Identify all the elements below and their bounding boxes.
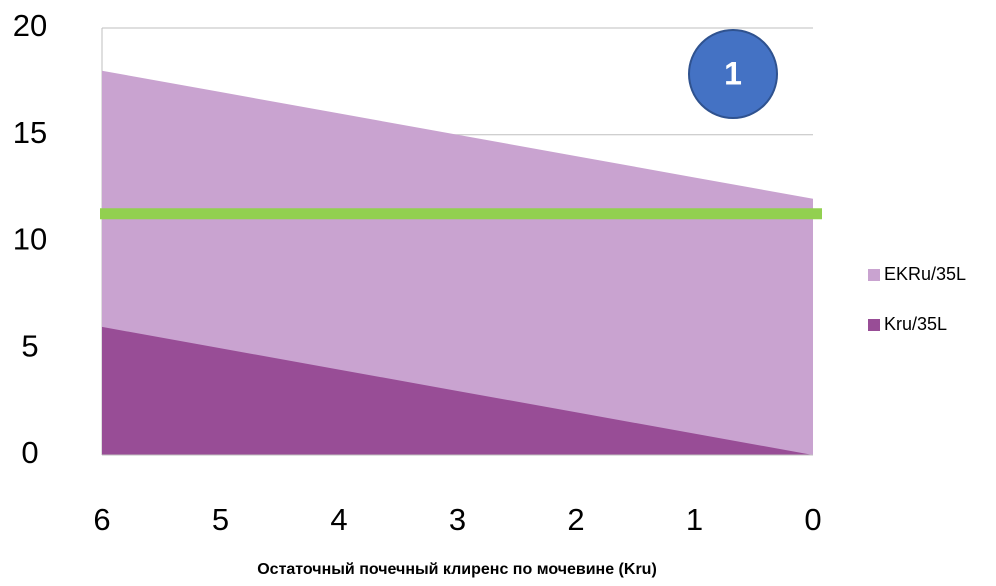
x-tick-label: 0: [804, 502, 821, 537]
x-tick-label: 2: [567, 502, 584, 537]
y-tick-label: 10: [13, 222, 47, 257]
legend-label: Kru/35L: [884, 314, 947, 334]
y-tick-label: 15: [13, 115, 47, 150]
x-tick-label: 1: [686, 502, 703, 537]
x-tick-label: 3: [449, 502, 466, 537]
area: [102, 326, 813, 455]
x-tick-label: 6: [93, 502, 110, 537]
legend-swatch: [868, 319, 880, 331]
x-axis-title: Остаточный почечный клиренс по мочевине …: [257, 561, 657, 578]
legend-label: EKRu/35L: [884, 264, 966, 284]
y-tick-label: 0: [21, 435, 38, 470]
x-tick-label: 4: [330, 502, 347, 537]
x-tick-label: 5: [212, 502, 229, 537]
legend-swatch: [868, 269, 880, 281]
y-tick-label: 5: [21, 328, 38, 363]
y-tick-label: 20: [13, 8, 47, 43]
annotation-badge: [688, 29, 778, 119]
area: [102, 70, 813, 455]
annotation-text: 1: [724, 55, 742, 91]
